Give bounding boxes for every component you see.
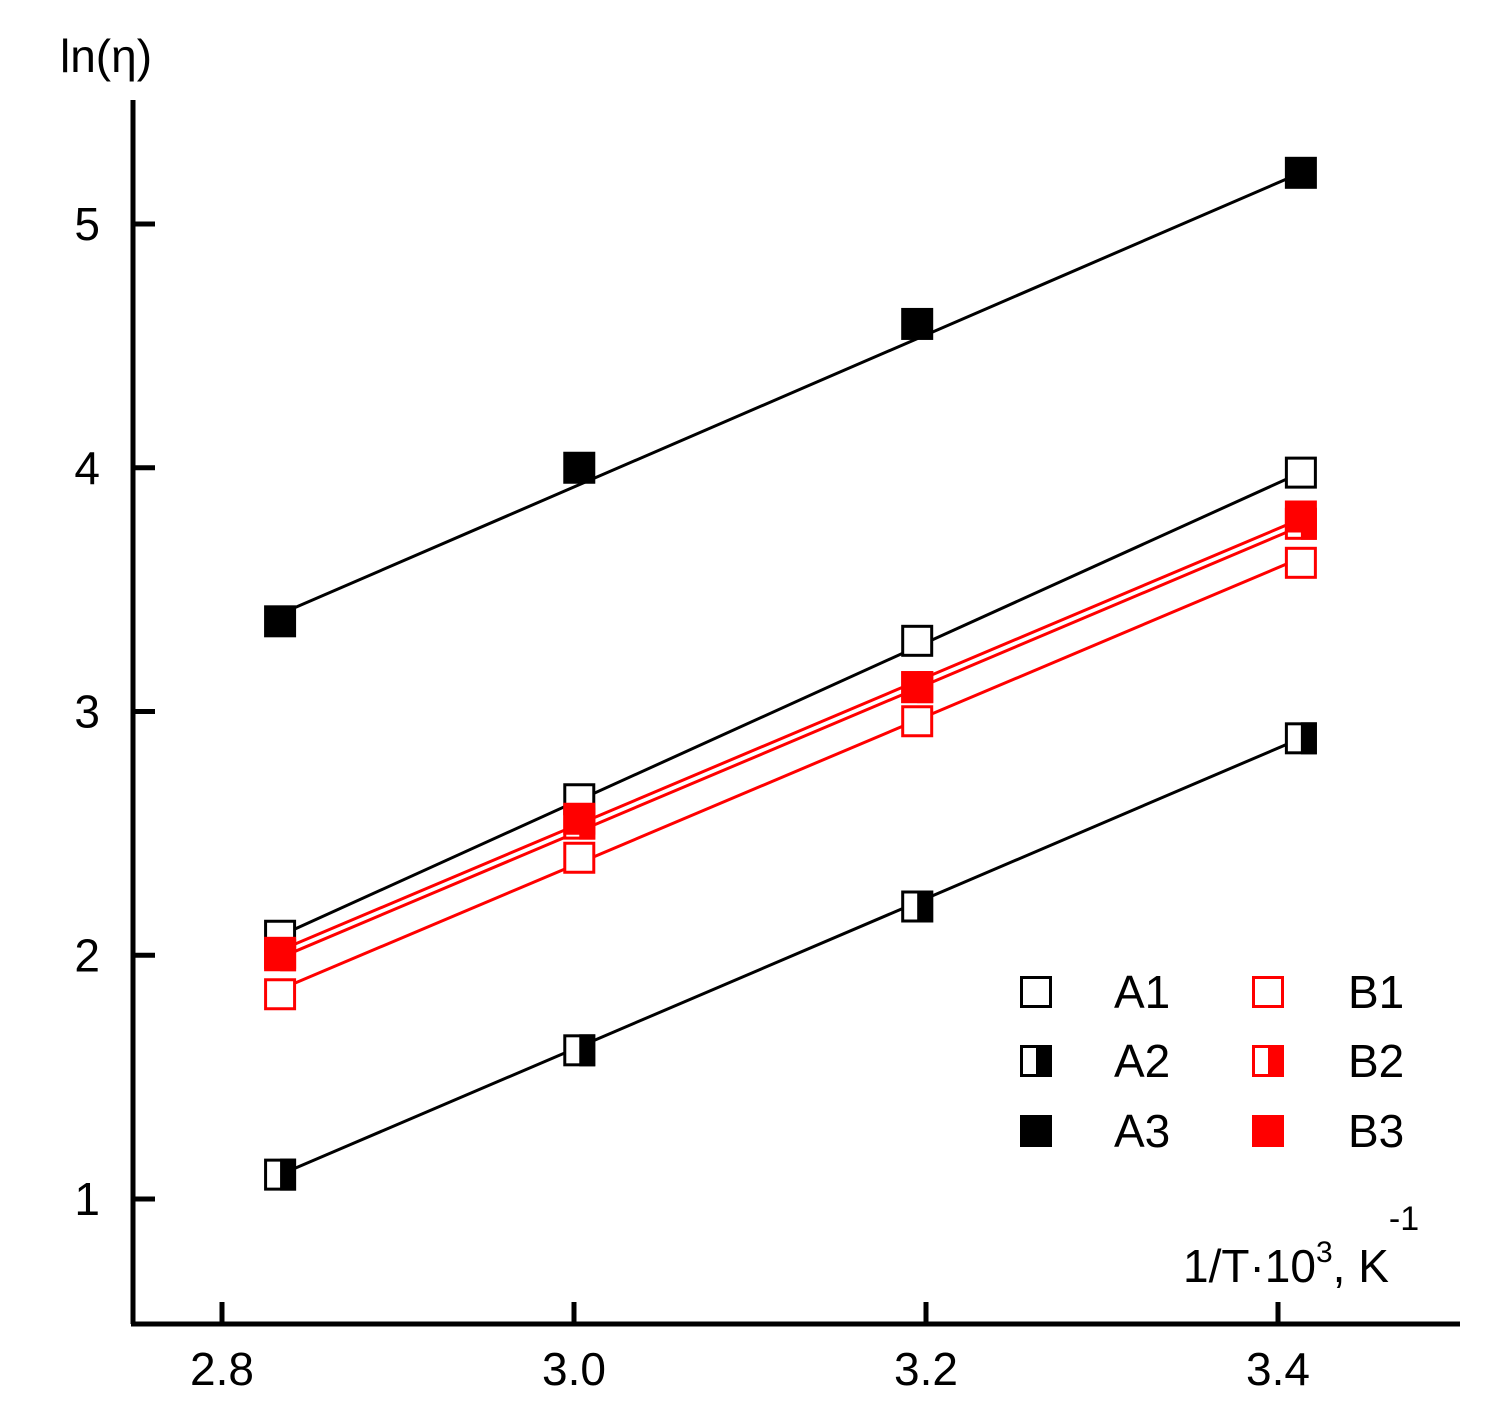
y-tick-label: 1 [74, 1173, 100, 1225]
point-a3 [1284, 156, 1317, 189]
legend: A1 A2 A3 B1 B2 B3 [1020, 966, 1404, 1157]
x-axis-title-unit: , K [1333, 1240, 1390, 1292]
x-tick-label: 3.0 [542, 1343, 606, 1395]
point-b1 [264, 978, 297, 1011]
x-axis-title: 1/T·103, K-1 [1183, 1200, 1419, 1292]
legend-marker-a3 [1020, 1115, 1052, 1147]
ticks: 2.8 3.0 3.2 3.4 1 2 3 4 5 [74, 198, 1310, 1395]
y-tick-label: 3 [74, 686, 100, 738]
point-a2 [264, 1158, 297, 1191]
point-a3 [901, 307, 934, 340]
point-b3 [563, 802, 596, 835]
fit-line-a3 [279, 171, 1302, 616]
point-a1 [1284, 456, 1317, 489]
point-b3 [901, 671, 934, 704]
point-b1 [1284, 546, 1317, 579]
legend-marker-a2 [1020, 1045, 1052, 1077]
point-a1 [901, 624, 934, 657]
x-axis-title-exp: 3 [1316, 1236, 1333, 1269]
point-a2 [563, 1034, 596, 1067]
fit-line-b3 [279, 517, 1302, 952]
legend-label-a1: A1 [1114, 966, 1170, 1018]
legend-label-b3: B3 [1348, 1105, 1404, 1157]
point-b3 [264, 936, 297, 969]
fit-lines [279, 171, 1302, 1177]
point-a2 [901, 890, 934, 923]
y-tick-label: 5 [74, 198, 100, 250]
y-tick-label: 4 [74, 442, 100, 494]
point-b1 [901, 705, 934, 738]
fit-line-a1 [279, 471, 1302, 938]
x-tick-label: 3.2 [894, 1343, 958, 1395]
y-tick-label: 2 [74, 929, 100, 981]
y-axis-title: ln(η) [60, 30, 152, 82]
x-tick-label: 2.8 [190, 1343, 254, 1395]
x-tick-label: 3.4 [1246, 1343, 1310, 1395]
legend-marker-b2 [1252, 1045, 1284, 1077]
fit-line-b2 [279, 524, 1302, 960]
x-axis-title-unit-exp: -1 [1389, 1200, 1419, 1238]
point-a3 [264, 605, 297, 638]
legend-label-a2: A2 [1114, 1035, 1170, 1087]
point-a2 [1284, 722, 1317, 755]
legend-label-a3: A3 [1114, 1105, 1170, 1157]
fit-line-b1 [279, 556, 1302, 991]
legend-marker-a1 [1020, 976, 1052, 1008]
point-a3 [563, 451, 596, 484]
fit-line-a2 [279, 736, 1302, 1177]
data-markers [264, 156, 1317, 1191]
legend-marker-b1 [1252, 976, 1284, 1008]
point-b3 [1284, 500, 1317, 533]
legend-marker-b3 [1252, 1115, 1284, 1147]
legend-label-b1: B1 [1348, 966, 1404, 1018]
x-axis-title-main: 1/T·10 [1183, 1240, 1316, 1292]
legend-label-b2: B2 [1348, 1035, 1404, 1087]
point-b1 [563, 841, 596, 874]
